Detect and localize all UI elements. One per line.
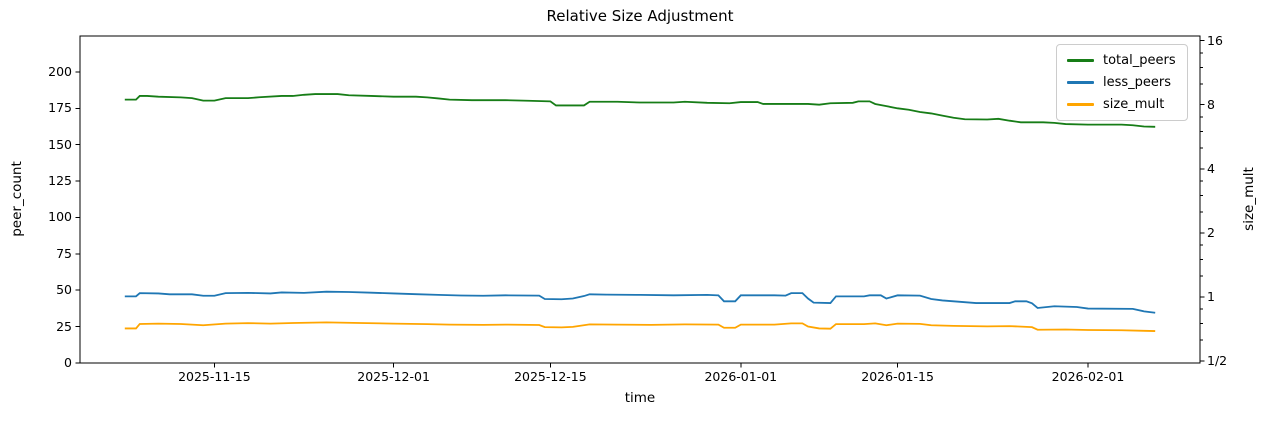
y-left-tick-label: 75 <box>56 245 72 261</box>
series-line-size_mult <box>124 321 1156 332</box>
y-left-tick-label: 125 <box>48 173 72 189</box>
y-axis-label-left: peer_count <box>9 161 25 237</box>
legend-item-size_mult: size_mult <box>1067 97 1176 112</box>
chart-title: Relative Size Adjustment <box>546 7 734 25</box>
legend-swatch-less_peers <box>1067 81 1094 84</box>
y-right-tick-label: 4 <box>1207 160 1215 176</box>
legend-label: total_peers <box>1103 53 1176 68</box>
x-tick-label: 2026-02-01 <box>1051 369 1125 384</box>
y-left-tick-label: 100 <box>48 209 72 225</box>
legend: total_peers less_peers size_mult <box>1056 44 1188 121</box>
y-right-tick-label: 2 <box>1207 224 1215 240</box>
x-tick-label: 2026-01-01 <box>704 369 778 384</box>
y-left-tick-label: 25 <box>56 318 72 334</box>
legend-label: size_mult <box>1103 97 1165 112</box>
y-right-tick-label: 1 <box>1207 288 1215 304</box>
y-right-tick-label: 8 <box>1207 96 1215 112</box>
axes-box <box>79 35 1201 364</box>
x-tick-label: 2025-11-15 <box>178 369 251 384</box>
y-right-tick-label: 1/2 <box>1207 352 1228 368</box>
legend-label: less_peers <box>1103 75 1172 90</box>
series-line-total_peers <box>124 93 1156 128</box>
legend-item-less_peers: less_peers <box>1067 75 1176 90</box>
y-left-tick-label: 0 <box>64 355 72 370</box>
x-tick-label: 2025-12-15 <box>514 369 587 384</box>
y-left-tick-label: 175 <box>48 100 72 116</box>
x-axis-label: time <box>624 390 656 406</box>
series-line-less_peers <box>124 290 1156 314</box>
y-left-tick-label: 150 <box>48 136 72 152</box>
y-right-tick-label: 16 <box>1207 32 1223 48</box>
legend-item-total_peers: total_peers <box>1067 53 1176 68</box>
legend-swatch-total_peers <box>1067 59 1094 62</box>
x-tick-label: 2025-12-01 <box>357 369 430 384</box>
legend-swatch-size_mult <box>1067 103 1094 106</box>
y-left-tick-label: 50 <box>56 282 72 298</box>
x-tick-label: 2026-01-15 <box>861 369 934 384</box>
y-left-tick-label: 200 <box>48 63 72 79</box>
y-axis-label-right: size_mult <box>1241 167 1257 231</box>
